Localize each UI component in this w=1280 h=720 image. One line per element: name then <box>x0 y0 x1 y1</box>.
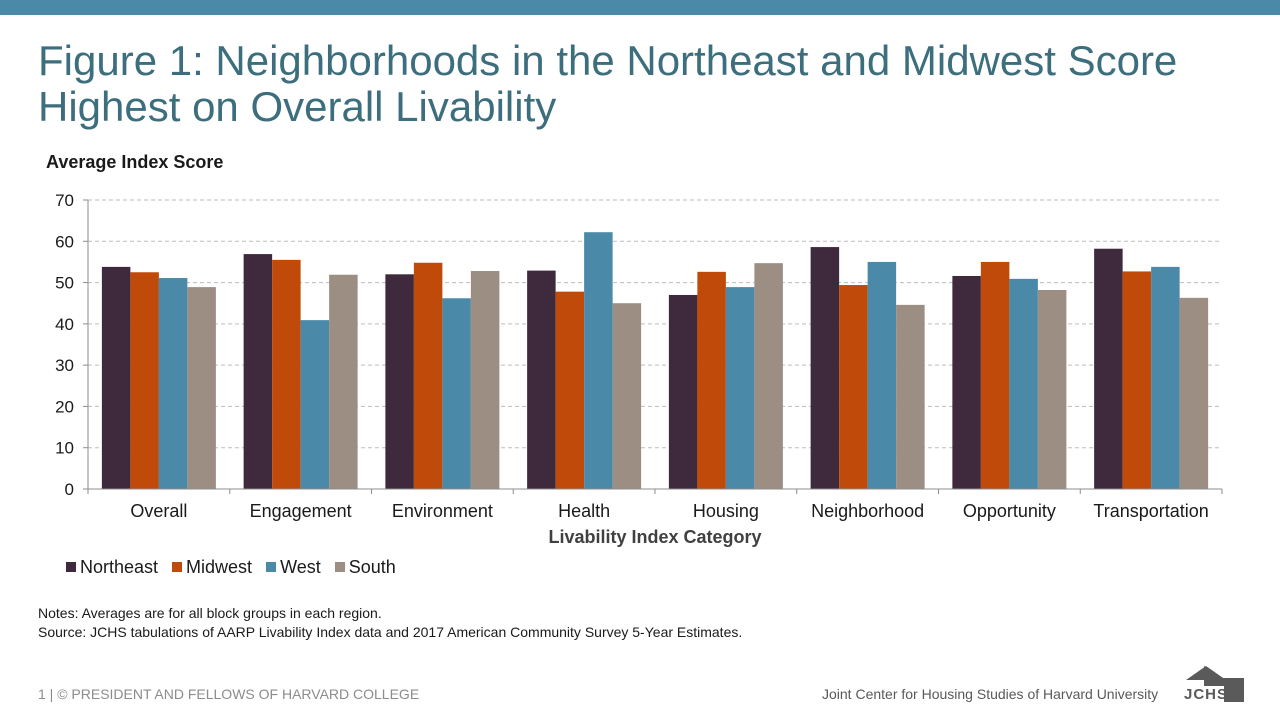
bar-south-transportation <box>1179 297 1209 489</box>
x-tick-label: Housing <box>693 501 759 521</box>
bar-west-transportation <box>1151 266 1180 489</box>
bar-south-health <box>612 303 642 489</box>
bar-northeast-housing <box>668 294 698 489</box>
y-tick-label: 30 <box>55 356 74 375</box>
page-title-line-1: Figure 1: Neighborhoods in the Northeast… <box>38 37 1178 84</box>
bar-midwest-transportation <box>1122 271 1152 489</box>
bar-northeast-health <box>527 270 556 489</box>
x-tick-label: Opportunity <box>963 501 1056 521</box>
x-tick-label: Overall <box>130 501 187 521</box>
bar-south-neighborhood <box>896 304 925 489</box>
chart-notes: Notes: Averages are for all block groups… <box>38 604 742 642</box>
y-tick-label: 0 <box>65 480 74 499</box>
x-tick-label: Neighborhood <box>811 501 924 521</box>
jchs-logo-icon <box>1186 666 1244 702</box>
legend-item-midwest: Midwest <box>172 557 252 578</box>
legend-item-south: South <box>334 556 396 578</box>
bar-south-overall <box>187 287 216 489</box>
x-tick-label: Health <box>558 501 610 521</box>
bar-midwest-housing <box>697 271 726 489</box>
bar-northeast-overall <box>101 266 131 489</box>
footer-copyright: 1 | © PRESIDENT AND FELLOWS OF HARVARD C… <box>38 686 420 702</box>
bar-west-neighborhood <box>867 261 897 489</box>
bar-south-engagement <box>329 274 358 489</box>
x-tick-label: Environment <box>392 501 493 521</box>
legend-label: Northeast <box>80 556 159 577</box>
legend-item-northeast: Northeast <box>66 557 158 578</box>
bar-midwest-neighborhood <box>839 285 868 489</box>
y-tick-label: 70 <box>55 191 74 210</box>
bar-south-environment <box>470 271 500 489</box>
y-tick-label: 20 <box>55 397 74 416</box>
bar-chart: 0 10 20 30 40 50 60 70 Overall Engagement Environm… <box>46 152 1223 547</box>
x-tick-label: Transportation <box>1093 501 1208 521</box>
legend-label: South <box>348 556 396 577</box>
bar-midwest-overall <box>130 272 159 489</box>
bar-midwest-opportunity <box>980 261 1010 489</box>
legend-label: Midwest <box>186 556 253 577</box>
legend-swatch <box>66 562 76 572</box>
legend-swatch <box>334 562 345 572</box>
bar-northeast-transportation <box>1094 248 1123 489</box>
bar-midwest-environment <box>413 262 443 489</box>
page-title-line-2: Highest on Overall Livability <box>38 83 557 130</box>
y-tick-label: 50 <box>55 274 74 293</box>
legend-label: West <box>280 556 321 577</box>
footer-organization: Joint Center for Housing Studies of Harv… <box>822 686 1159 702</box>
bar-west-health <box>584 232 613 489</box>
y-tick-label: 10 <box>55 439 74 458</box>
legend-item-west: West <box>266 557 321 578</box>
legend-swatch <box>266 562 277 572</box>
jchs-logo-text: JCHS <box>1184 686 1229 703</box>
bar-northeast-environment <box>385 274 414 489</box>
bar-northeast-opportunity <box>952 275 981 489</box>
bar-west-housing <box>725 287 755 489</box>
chart-bars <box>101 232 1209 489</box>
bar-south-opportunity <box>1037 290 1067 489</box>
bar-northeast-neighborhood <box>810 247 840 489</box>
bar-midwest-health <box>555 291 585 489</box>
x-axis-label: Livability Index Category <box>548 527 761 547</box>
page-title: Figure 1: Neighborhoods in the Northeast… <box>38 38 1258 130</box>
bar-midwest-engagement <box>272 259 301 489</box>
y-tick-label: 60 <box>55 232 74 251</box>
x-tick-label: Engagement <box>250 501 352 521</box>
chart-tick-labels: 0 10 20 30 40 50 60 70 Overall Engagement Environm… <box>55 191 1209 521</box>
y-tick-label: 40 <box>55 315 74 334</box>
chart-axes <box>83 199 1223 494</box>
bar-south-housing <box>754 263 783 489</box>
bar-west-overall <box>158 278 188 489</box>
source-line: Source: JCHS tabulations of AARP Livabil… <box>38 624 743 640</box>
legend-swatch <box>172 562 183 572</box>
notes-line: Notes: Averages are for all block groups… <box>38 605 382 621</box>
bar-northeast-engagement <box>243 254 273 489</box>
bar-west-engagement <box>300 320 330 489</box>
bar-west-environment <box>442 298 471 489</box>
chart-legend: Northeast Midwest West South <box>66 556 410 578</box>
bar-west-opportunity <box>1009 278 1038 489</box>
top-accent-bar <box>0 0 1280 15</box>
y-axis-label: Average Index Score <box>46 152 223 172</box>
